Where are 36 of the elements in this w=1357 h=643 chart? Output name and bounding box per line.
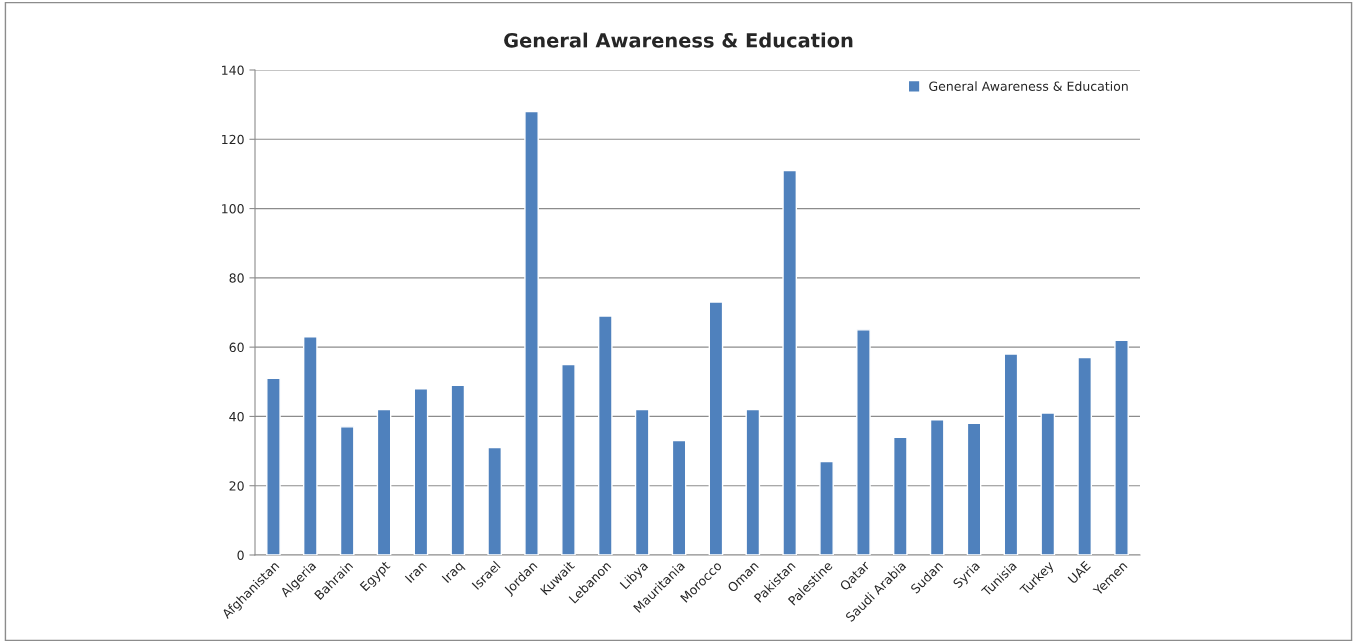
bar bbox=[671, 439, 687, 555]
bar bbox=[708, 301, 724, 555]
bar bbox=[266, 377, 281, 555]
y-tick-label: 20 bbox=[229, 481, 244, 491]
y-tick-label: 40 bbox=[229, 411, 244, 422]
bar bbox=[892, 436, 908, 555]
bar bbox=[524, 110, 539, 555]
bar bbox=[302, 336, 318, 555]
bar bbox=[745, 408, 761, 555]
y-tick-label: 100 bbox=[222, 204, 244, 214]
y-tick-label: 80 bbox=[229, 273, 244, 283]
y-tick-label: 60 bbox=[229, 342, 244, 353]
bar bbox=[487, 446, 503, 555]
bar bbox=[376, 408, 392, 555]
y-tick-label: 0 bbox=[237, 550, 244, 560]
legend-label: General Awareness & Education bbox=[929, 81, 1128, 91]
bar bbox=[819, 460, 834, 555]
bar bbox=[413, 388, 429, 555]
chart-title: General Awareness & Education bbox=[504, 32, 853, 48]
bar bbox=[929, 419, 945, 555]
bar bbox=[856, 329, 871, 555]
bar bbox=[1040, 412, 1056, 555]
bar bbox=[782, 169, 798, 555]
bar bbox=[597, 315, 613, 555]
bar bbox=[450, 384, 466, 555]
bar bbox=[1003, 353, 1019, 555]
bar bbox=[1114, 339, 1129, 555]
x-tick-label: Iran bbox=[404, 560, 428, 584]
y-tick-label: 120 bbox=[222, 134, 244, 145]
bar bbox=[966, 422, 982, 555]
bar bbox=[1077, 356, 1093, 555]
bar bbox=[339, 426, 355, 555]
x-tick-label: Iraq bbox=[441, 560, 466, 585]
y-tick-label: 140 bbox=[222, 65, 244, 75]
bar bbox=[561, 363, 576, 555]
bar bbox=[634, 408, 650, 555]
